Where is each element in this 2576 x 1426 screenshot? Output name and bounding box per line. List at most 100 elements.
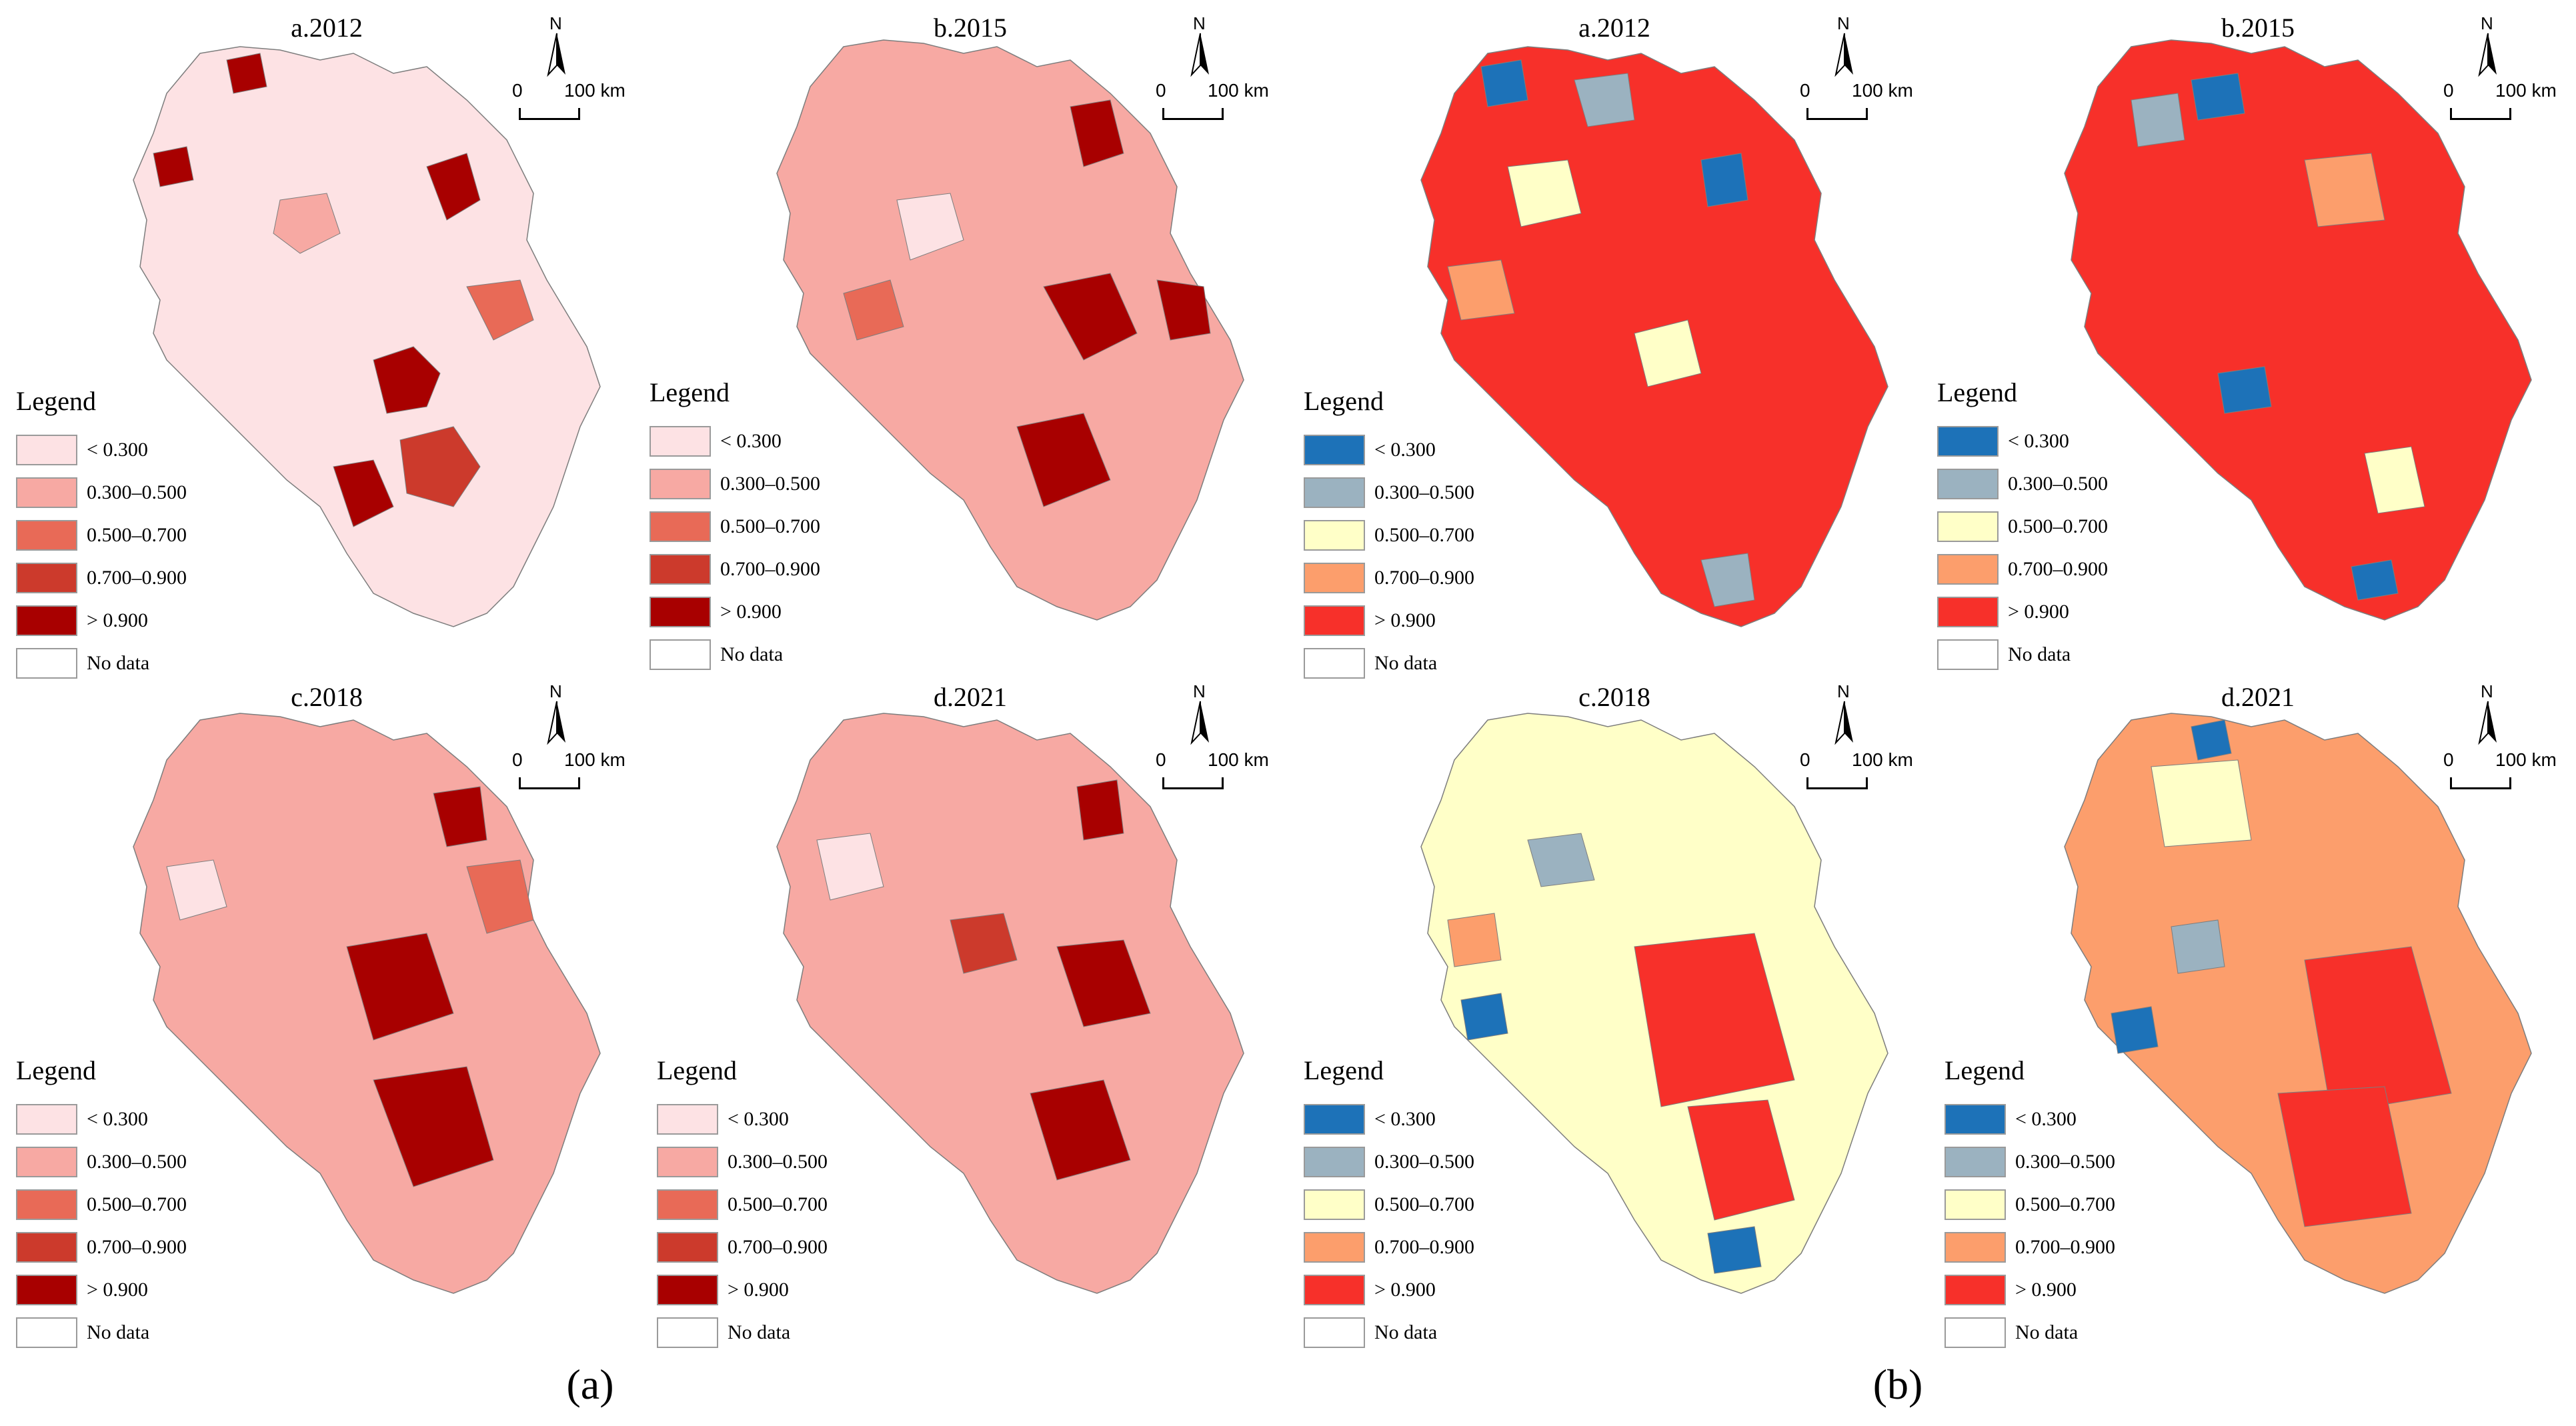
legend-item: No data (1945, 1311, 2158, 1354)
legend-swatch (16, 563, 77, 593)
legend-item: 0.700–0.900 (1304, 557, 1517, 599)
north-arrow-icon (1834, 701, 1853, 745)
scale-line (1162, 108, 1224, 120)
legend-swatch (657, 1147, 718, 1177)
panel-group-b: a.2012 N 0 100 km Legend < 0.300 0.300–0… (1288, 0, 2576, 1408)
legend-item: 0.500–0.700 (16, 514, 229, 557)
legend-item: No data (16, 642, 229, 685)
legend-label: < 0.300 (2015, 1108, 2077, 1130)
legend-swatch (16, 1275, 77, 1305)
legend-label: 0.500–0.700 (87, 1193, 187, 1215)
legend-label: > 0.900 (2008, 601, 2069, 623)
north-arrow-label: N (2481, 13, 2493, 33)
legend-swatch (16, 648, 77, 679)
legend-swatch (1304, 1275, 1365, 1305)
legend-label: < 0.300 (1374, 1108, 1436, 1130)
legend-swatch (1304, 477, 1365, 508)
legend-label: No data (720, 643, 784, 665)
legend-swatch (16, 477, 77, 508)
legend-swatch (16, 1104, 77, 1135)
legend-item: > 0.900 (16, 1269, 229, 1311)
north-arrow: N (2465, 13, 2511, 80)
map-title: b.2015 (2221, 13, 2295, 43)
legend-item: 0.700–0.900 (1945, 1226, 2158, 1269)
map-b-2018: c.2018 N 0 100 km Legend < 0.300 0.300–0… (1288, 667, 1931, 1348)
legend-item: 0.500–0.700 (16, 1183, 229, 1226)
north-arrow-icon (547, 33, 565, 77)
scale-line (2450, 108, 2511, 120)
north-arrow-icon (1190, 33, 1209, 77)
legend-label: 0.500–0.700 (2015, 1193, 2115, 1215)
legend-item: < 0.300 (16, 429, 229, 471)
region-map-shape (776, 39, 1244, 621)
legend-swatch (1304, 1189, 1365, 1220)
panel-letter-a: (a) (566, 1361, 614, 1408)
legend-label: 0.700–0.900 (720, 558, 820, 580)
legend-swatch (650, 597, 711, 627)
legend-item: 0.700–0.900 (650, 548, 863, 591)
legend-item: No data (650, 633, 863, 676)
region-map-shape (776, 713, 1244, 1294)
legend-item: 0.300–0.500 (16, 1141, 229, 1183)
north-arrow: N (533, 13, 580, 80)
legend-label: 0.300–0.500 (728, 1151, 828, 1173)
legend-label: < 0.300 (2008, 430, 2069, 452)
legend-title: Legend (1304, 1055, 1384, 1085)
legend-swatch (1945, 1104, 2006, 1135)
legend-label: 0.300–0.500 (720, 473, 820, 495)
legend-swatch (16, 1232, 77, 1263)
legend: Legend < 0.300 0.300–0.500 0.500–0.700 0… (16, 385, 229, 685)
scale-zero-label: 0 (1156, 80, 1166, 101)
legend-label: > 0.900 (1374, 609, 1436, 631)
legend-label: 0.300–0.500 (87, 481, 187, 503)
scale-line (519, 108, 580, 120)
legend-item: > 0.900 (650, 591, 863, 633)
scale-bar: 0 100 km (1800, 749, 1953, 803)
legend: Legend < 0.300 0.300–0.500 0.500–0.700 0… (16, 1055, 229, 1354)
legend-item: 0.500–0.700 (657, 1183, 870, 1226)
legend-item: 0.300–0.500 (1304, 1141, 1517, 1183)
legend: Legend < 0.300 0.300–0.500 0.500–0.700 0… (650, 377, 863, 676)
scale-line (519, 777, 580, 789)
legend-swatch (657, 1232, 718, 1263)
region-map-shape (133, 713, 601, 1294)
region-map-shape (1420, 46, 1888, 627)
legend-swatch (1937, 469, 1999, 499)
legend-item: > 0.900 (657, 1269, 870, 1311)
legend-label: > 0.900 (2015, 1279, 2077, 1301)
scale-distance-label: 100 km (1208, 80, 1269, 101)
north-arrow-icon (1190, 701, 1209, 745)
legend-label: > 0.900 (87, 1279, 148, 1301)
scale-zero-label: 0 (512, 749, 523, 770)
scale-zero-label: 0 (1156, 749, 1166, 770)
legend-item: 0.300–0.500 (16, 471, 229, 514)
legend-swatch (16, 1317, 77, 1348)
legend-label: 0.500–0.700 (1374, 1193, 1474, 1215)
scale-zero-label: 0 (1800, 80, 1810, 101)
legend-swatch (1304, 520, 1365, 551)
map-b-2021: d.2021 N 0 100 km Legend < 0.300 0.300–0… (1931, 667, 2575, 1348)
legend-title: Legend (650, 377, 730, 407)
map-a-2018: c.2018 N 0 100 km Legend < 0.300 0.300–0… (0, 667, 643, 1348)
north-arrow: N (2465, 681, 2511, 748)
scale-line (1806, 108, 1868, 120)
legend: Legend < 0.300 0.300–0.500 0.500–0.700 0… (1945, 1055, 2158, 1354)
legend-label: 0.700–0.900 (1374, 1236, 1474, 1258)
scale-line (1806, 777, 1868, 789)
legend-item: 0.300–0.500 (657, 1141, 870, 1183)
legend-label: 0.300–0.500 (2015, 1151, 2115, 1173)
legend-swatch (1937, 597, 1999, 627)
legend-swatch (657, 1275, 718, 1305)
map-title: c.2018 (1578, 682, 1650, 712)
legend-label: 0.500–0.700 (1374, 524, 1474, 546)
legend-label: 0.700–0.900 (2008, 558, 2108, 580)
legend-swatch (650, 469, 711, 499)
region-map-shape (133, 46, 601, 627)
legend-label: No data (2015, 1321, 2079, 1343)
legend-item: No data (16, 1311, 229, 1354)
scale-line (1162, 777, 1224, 789)
legend-swatch (1937, 511, 1999, 542)
legend-swatch (650, 426, 711, 457)
legend-item: 0.500–0.700 (650, 505, 863, 548)
scale-zero-label: 0 (2443, 80, 2454, 101)
